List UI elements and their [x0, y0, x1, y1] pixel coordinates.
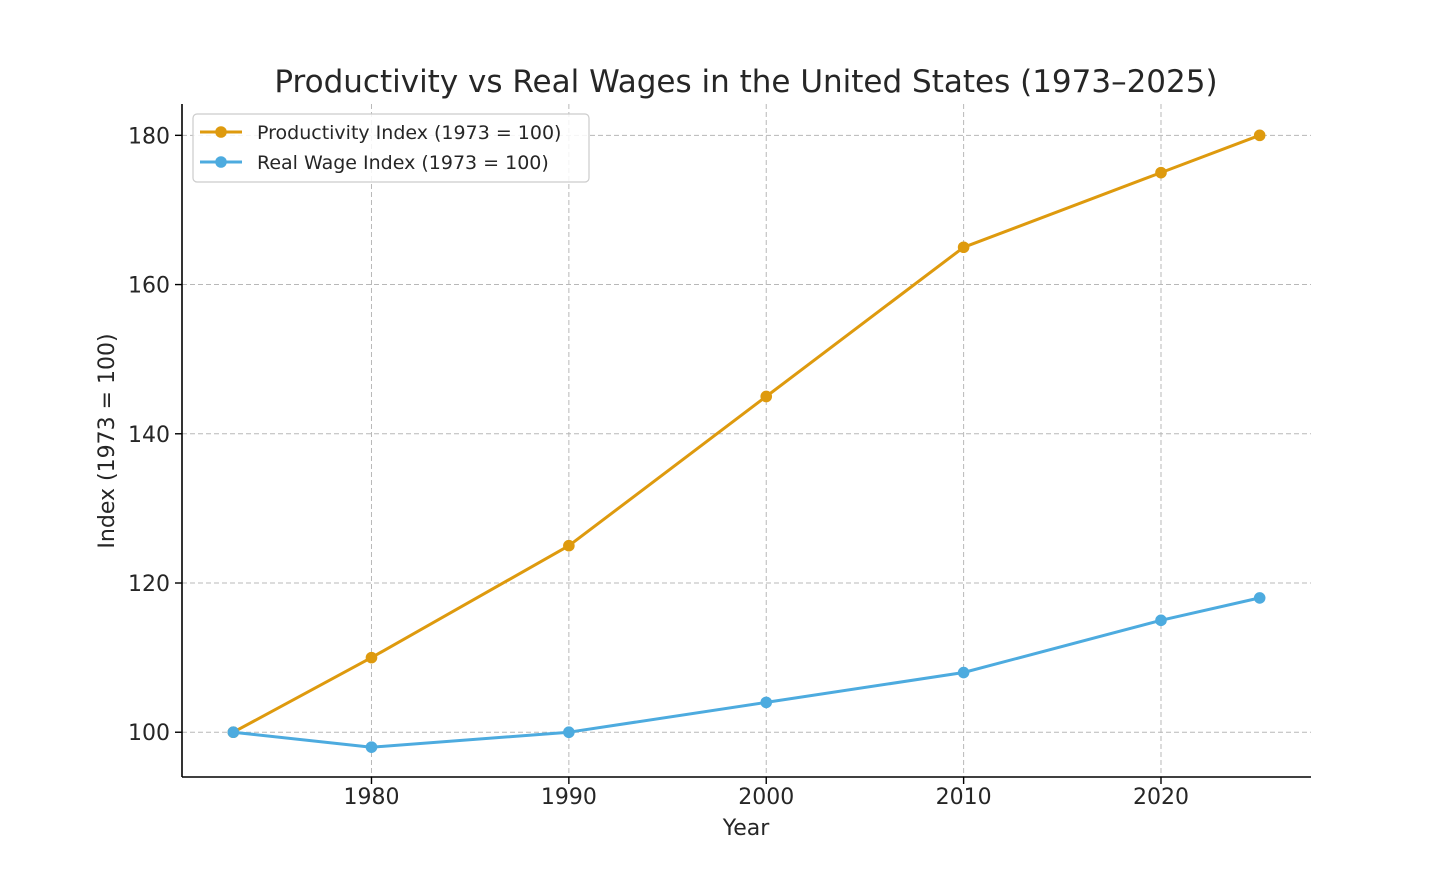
series-productivity [227, 129, 1266, 739]
data-point-real-wage [1155, 614, 1167, 627]
data-point-productivity [563, 539, 575, 552]
x-tick-label: 2000 [738, 785, 794, 810]
series-layer [227, 129, 1266, 753]
legend-frame [192, 113, 590, 183]
y-tick-label: 180 [128, 124, 170, 149]
data-point-real-wage [365, 741, 378, 753]
legend-swatch-marker-productivity [215, 126, 227, 138]
data-point-real-wage [227, 726, 240, 739]
x-tick-label: 2020 [1133, 785, 1189, 810]
x-tick-label: 1990 [541, 785, 597, 810]
legend-entry-productivity: Productivity Index (1973 = 100) [257, 122, 561, 144]
data-point-real-wage [760, 696, 773, 709]
series-real-wage [227, 592, 1266, 753]
x-tick-label: 2010 [936, 785, 992, 810]
y-axis-ticks: 100 120 140 160 180 [128, 124, 182, 746]
data-point-productivity [957, 241, 970, 254]
data-point-productivity [760, 390, 773, 403]
y-tick-label: 160 [128, 274, 170, 299]
x-tick-label: 1980 [343, 785, 399, 810]
legend-entry-real-wage: Real Wage Index (1973 = 100) [257, 152, 549, 174]
y-tick-label: 100 [128, 721, 170, 746]
data-point-real-wage [563, 726, 575, 739]
data-point-productivity [1253, 129, 1266, 142]
vertical-gridlines [370, 104, 1162, 777]
data-point-real-wage [957, 666, 970, 679]
y-axis-label: Index (1973 = 100) [95, 333, 120, 548]
y-tick-label: 120 [128, 572, 170, 597]
y-tick-label: 140 [128, 423, 170, 448]
chart-title: Productivity vs Real Wages in the United… [274, 64, 1217, 100]
legend: Productivity Index (1973 = 100) Real Wage… [192, 113, 590, 183]
data-point-productivity [365, 651, 378, 664]
x-axis-ticks: 1980 1990 2000 2010 2020 [343, 777, 1189, 810]
legend-swatch-marker-real-wage [215, 156, 227, 168]
data-point-real-wage [1253, 592, 1266, 604]
x-axis-label: Year [722, 816, 771, 841]
data-point-productivity [1155, 166, 1167, 179]
